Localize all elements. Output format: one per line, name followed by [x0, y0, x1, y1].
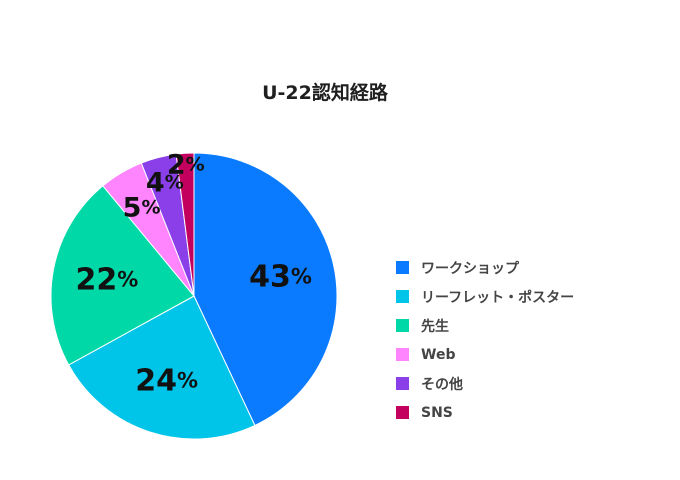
pie-label-5: 4%	[146, 167, 184, 198]
chart-legend: ワークショップリーフレット・ポスター 先生 Web その他 SNS	[396, 253, 574, 427]
pie-label-1: 43%	[249, 259, 312, 294]
legend-swatch	[396, 348, 409, 361]
chart-title: U-22認知経路	[262, 82, 388, 104]
legend-label: Web	[421, 346, 456, 363]
legend-swatch	[396, 406, 409, 419]
pie-label-3: 22%	[76, 262, 139, 297]
legend-item-5: その他	[396, 369, 574, 398]
legend-label: ワークショップ	[421, 260, 519, 277]
pie-slice-2	[68, 295, 256, 440]
pie-slice-3	[50, 185, 195, 366]
legend-swatch	[396, 377, 409, 390]
legend-label: SNS	[421, 404, 453, 421]
pie-slice-1	[193, 152, 338, 427]
pie-label-2: 24%	[135, 363, 198, 398]
legend-label: その他	[421, 376, 463, 393]
pie-label-6: 2%	[167, 149, 205, 180]
legend-item-6: SNS	[396, 398, 574, 427]
legend-swatch	[396, 290, 409, 303]
pie-slice-6	[175, 152, 195, 297]
legend-label: 先生	[421, 318, 449, 335]
legend-swatch	[396, 319, 409, 332]
legend-swatch	[396, 261, 409, 274]
legend-item-1: ワークショップ	[396, 253, 574, 282]
legend-item-3: 先生	[396, 311, 574, 340]
legend-item-2: リーフレット・ポスター	[396, 282, 574, 311]
legend-item-4: Web	[396, 340, 574, 369]
legend-label: リーフレット・ポスター	[421, 289, 575, 306]
pie-label-4: 5%	[123, 192, 161, 223]
